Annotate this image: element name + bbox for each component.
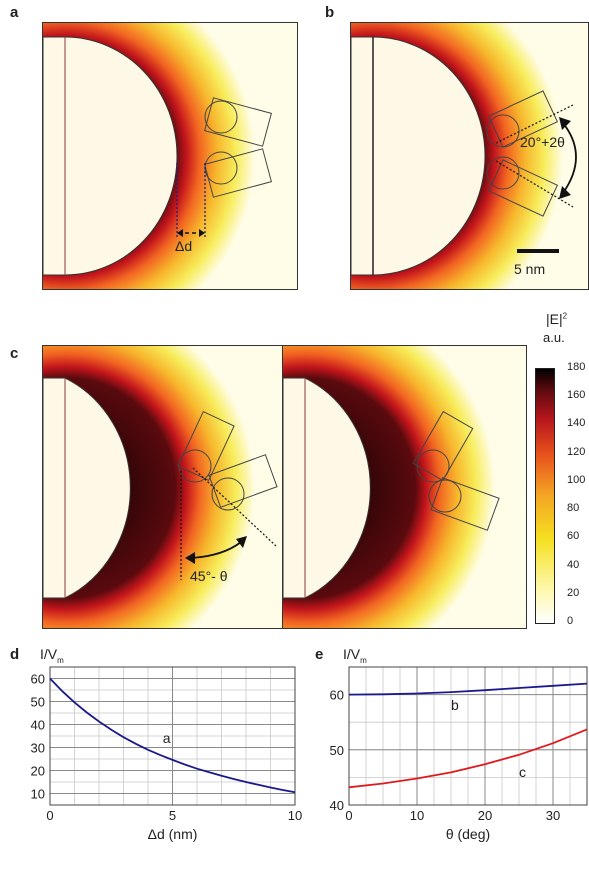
chart-d: 0 5 10 10 20 30 40 50 60 Δd (nm) a: [31, 666, 302, 842]
y-tick-label: 50: [330, 743, 344, 758]
x-tick-label: 5: [169, 808, 176, 823]
y-tick-label: 40: [330, 798, 344, 813]
field-map-panel-a: [42, 22, 298, 290]
colorbar-tick-label: 180: [567, 361, 586, 373]
y-tick-label: 50: [31, 695, 45, 710]
x-axis-label: Δd (nm): [148, 826, 198, 842]
panel-label-a: a: [10, 4, 19, 21]
panel-label-d: d: [10, 646, 20, 663]
x-tick-label: 10: [410, 808, 424, 823]
plot-frame: [49, 666, 296, 806]
colorbar-unit: a.u.: [543, 330, 565, 345]
x-tick-label: 0: [46, 808, 53, 823]
series-label-b: b: [451, 697, 459, 713]
colorbar-tick-label: 160: [567, 389, 586, 402]
colorbar-title: |E|2: [546, 311, 568, 327]
angle-20-2theta-label: 20°+2θ: [520, 134, 565, 150]
plot-frame: [348, 666, 588, 806]
panel-label-c: c: [10, 345, 19, 362]
colorbar: [535, 368, 555, 624]
panel-label-e: e: [315, 646, 324, 663]
y-tick-label: 10: [31, 787, 45, 802]
colorbar-tick-label: 140: [567, 417, 586, 430]
y-tick-label: 40: [31, 718, 45, 733]
field-map-panel-b: [350, 22, 589, 290]
chart-d-ylabel: I/Vm: [40, 646, 64, 665]
field-map-c-left-drawing: [43, 346, 283, 628]
x-axis-label: θ (deg): [446, 826, 490, 842]
x-tick-label: 20: [478, 808, 492, 823]
colorbar-tick-label: 60: [567, 530, 580, 543]
colorbar-tick-label: 40: [567, 558, 580, 571]
field-map-a-drawing: [43, 23, 297, 289]
chart-e: 0 10 20 30 40 50 60 θ (deg) b c: [330, 666, 588, 842]
series-line-c: [348, 728, 588, 789]
chart-svg: 0 10 20 30 40 50 60 θ (deg) b c: [330, 666, 588, 842]
field-map-b-drawing: [351, 23, 588, 289]
delta-d-label: Δd: [175, 238, 193, 254]
y-tick-label: 30: [31, 741, 45, 756]
colorbar-tick-label: 120: [567, 445, 586, 458]
series-line-a: [49, 677, 296, 794]
panel-label-b: b: [325, 4, 335, 21]
angle-45-minus-theta-label: 45°- θ: [190, 568, 228, 584]
series-label-c: c: [519, 764, 526, 780]
chart-svg: 0 5 10 10 20 30 40 50 60 Δd (nm) a: [31, 666, 302, 842]
x-tick-label: 0: [345, 808, 352, 823]
series-line-b: [348, 682, 588, 696]
series-label-a: a: [163, 730, 171, 746]
colorbar-tick-label: 100: [567, 473, 586, 486]
y-tick-label: 20: [31, 764, 45, 779]
y-tick-label: 60: [330, 688, 344, 703]
chart-e-ylabel: I/Vm: [343, 646, 367, 665]
field-map-c-right-drawing: [283, 346, 526, 628]
y-tick-label: 60: [31, 672, 45, 687]
x-tick-label: 30: [546, 808, 560, 823]
scale-bar: [517, 249, 559, 253]
scale-bar-label: 5 nm: [514, 261, 546, 277]
colorbar-tick-label: 80: [567, 502, 580, 515]
x-tick-label: 10: [288, 808, 302, 823]
colorbar-tick-label: 0: [567, 615, 574, 627]
field-map-panel-c-left: [42, 345, 284, 629]
field-map-panel-c-right: [282, 345, 527, 629]
colorbar-tick-label: 20: [567, 586, 580, 599]
